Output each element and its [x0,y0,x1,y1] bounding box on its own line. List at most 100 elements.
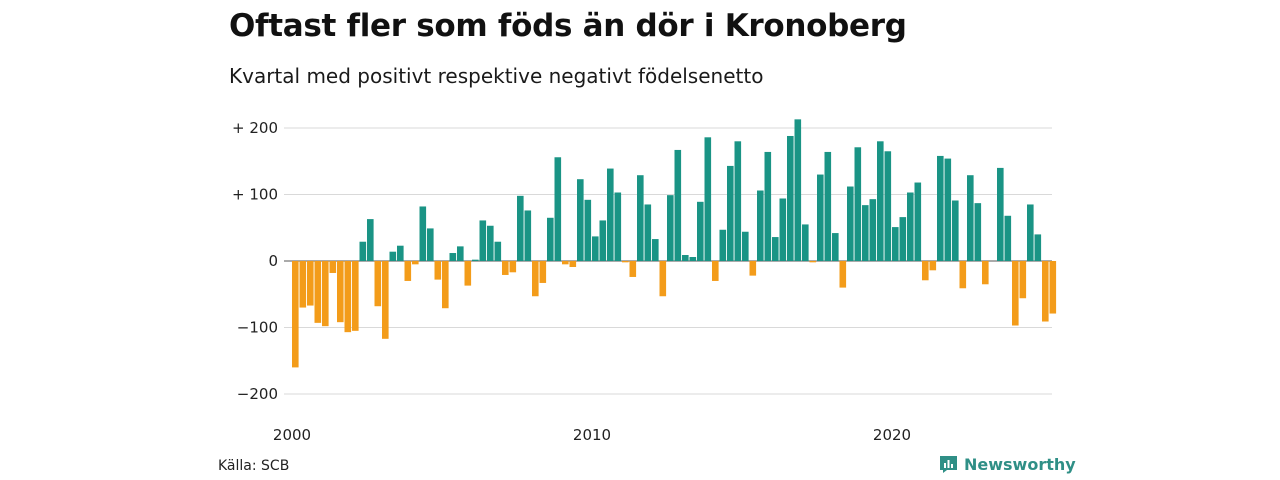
bar-positive [952,200,959,262]
bar-negative [307,261,314,306]
bar-positive [779,198,787,261]
bar-negative [337,261,344,323]
y-axis-labels: + 200 + 100 0 −100 −200 [232,119,278,403]
bar-positive [637,175,644,261]
bar-positive [877,141,884,261]
bar-positive [652,239,659,262]
bar-positive [1034,234,1042,261]
bar-positive [689,257,697,261]
bar-positive [914,182,922,261]
bar-positive [772,237,779,261]
bar-positive [824,151,832,261]
bar-negative [292,261,299,368]
y-tick-label: −100 [237,319,278,337]
source-note: Källa: SCB [218,458,290,474]
bar-positive [764,151,772,261]
bar-positive [389,251,397,261]
bar-positive [397,245,404,261]
x-axis-labels: 2000 2010 2020 [273,426,911,444]
bar-positive [1004,215,1012,261]
bar-positive [517,195,524,261]
bar-negative [464,261,472,286]
bar-negative [539,261,547,283]
bar-negative [1012,261,1019,326]
bar-negative [404,261,412,281]
bar-positive [524,210,532,261]
bar-positive [907,192,914,261]
bar-negative [959,261,967,289]
bar-positive [719,229,727,262]
bar-positive [419,206,427,261]
bar-positive [854,147,862,261]
bar-positive [1027,204,1034,261]
newsworthy-logo-icon [940,456,957,473]
chart-title: Oftast fler som föds än dör i Kronoberg [229,8,907,44]
bar-positive [967,175,974,261]
bar-negative [299,261,307,308]
bar-positive [997,167,1004,261]
bar-negative [1019,261,1027,299]
bar-positive [892,227,899,261]
bars [292,119,1057,368]
bar-positive [584,199,592,261]
bar-negative [352,261,359,331]
bar-negative [922,261,929,281]
bar-positive [742,231,749,261]
bar-negative [374,261,382,307]
bar-negative [502,261,509,275]
bar-negative [412,261,419,265]
bar-negative [509,261,517,273]
bar-positive [937,155,944,261]
bar-positive [817,174,824,261]
bar-negative [329,261,337,273]
bar-positive [884,151,892,261]
bar-positive [734,141,742,261]
bar-positive [847,186,854,261]
bar-positive [832,233,839,261]
bar-positive [472,259,479,261]
bar-positive [599,220,607,262]
bar-negative [344,261,352,333]
chart-subtitle: Kvartal med positivt respektive negativt… [229,64,764,88]
bar-positive [674,149,682,261]
x-tick-label: 2010 [573,426,611,444]
bar-positive [614,192,622,261]
bar-positive [802,224,809,262]
bar-positive [727,165,734,261]
bar-negative [569,261,577,267]
bar-positive [592,236,599,262]
bar-positive [449,253,457,261]
bar-positive [704,137,712,261]
bar-positive [577,179,584,261]
bar-positive [554,157,562,261]
bar-positive [667,195,674,261]
bar-negative [622,261,629,263]
bar-positive [899,217,907,261]
x-tick-label: 2020 [873,426,911,444]
y-tick-label: 0 [268,252,278,270]
bar-negative [712,261,719,281]
bar-positive [794,119,802,261]
bar-positive [607,168,614,261]
bar-positive [487,225,494,261]
bar-negative [982,261,989,285]
newsworthy-logo[interactable]: Newsworthy [939,455,1076,474]
bar-positive [862,205,869,261]
y-tick-label: −200 [237,385,278,403]
bar-negative [749,261,757,276]
bar-negative [629,261,637,277]
bar-negative [382,261,389,339]
bar-positive [944,158,952,261]
bar-negative [929,261,937,271]
bar-positive [787,135,794,261]
bar-positive [457,246,464,261]
bar-negative [659,261,667,297]
bar-negative [1049,261,1057,314]
bar-negative [839,261,847,288]
bar-positive [427,228,434,261]
bar-positive [644,204,652,261]
bar-positive [697,201,704,261]
bar-positive [547,217,554,262]
bar-positive [479,220,487,262]
bar-positive [359,241,367,262]
